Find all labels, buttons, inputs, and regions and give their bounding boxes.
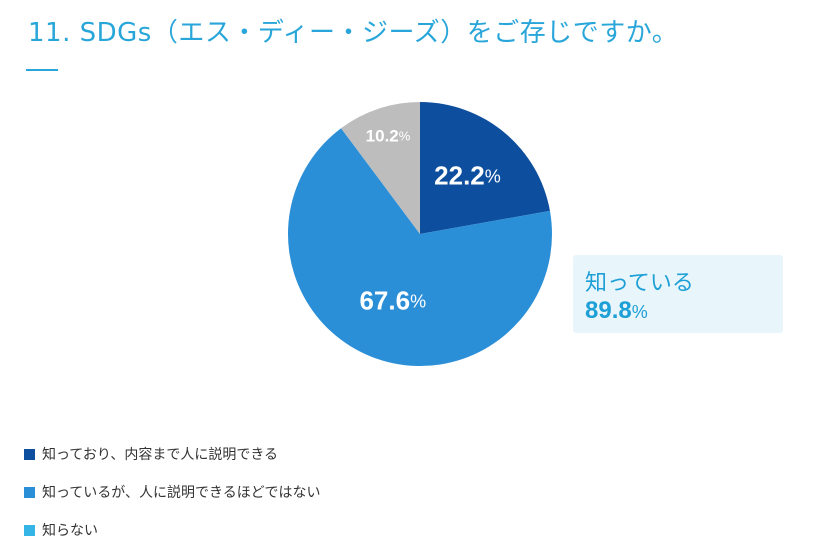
legend-label: 知っており、内容まで人に説明できる <box>42 447 279 463</box>
callout-number: 89.8 <box>585 297 632 324</box>
legend: 知っており、内容まで人に説明できる 知っているが、人に説明できるほどではない 知… <box>24 443 320 557</box>
pie-slice <box>288 128 552 367</box>
title-underline <box>26 69 58 71</box>
callout-unit: % <box>631 302 648 322</box>
legend-label: 知っているが、人に説明できるほどではない <box>42 485 321 501</box>
pie-slice <box>341 102 420 234</box>
slice-value-label: 22.2% <box>434 160 501 190</box>
slice-value-label: 67.6% <box>359 286 426 316</box>
pie-slice <box>420 102 550 234</box>
legend-swatch <box>24 448 35 460</box>
legend-swatch <box>24 486 35 498</box>
pie-chart: 22.2% 67.6% 10.2% <box>288 102 552 367</box>
legend-swatch <box>24 524 35 536</box>
legend-item: 知っており、内容まで人に説明できる <box>24 443 320 465</box>
slice-value-label: 10.2% <box>366 127 411 146</box>
known-total-callout: 知っている 89.8% <box>573 255 783 333</box>
callout-value: 89.8% <box>585 297 648 325</box>
legend-item: 知っているが、人に説明できるほどではない <box>24 481 320 503</box>
callout-label: 知っている <box>585 271 694 296</box>
legend-label: 知らない <box>42 523 98 539</box>
legend-item: 知らない <box>24 519 320 541</box>
chart-title: 11. SDGs（エス・ディー・ジーズ）をご存じですか。 <box>28 18 679 48</box>
